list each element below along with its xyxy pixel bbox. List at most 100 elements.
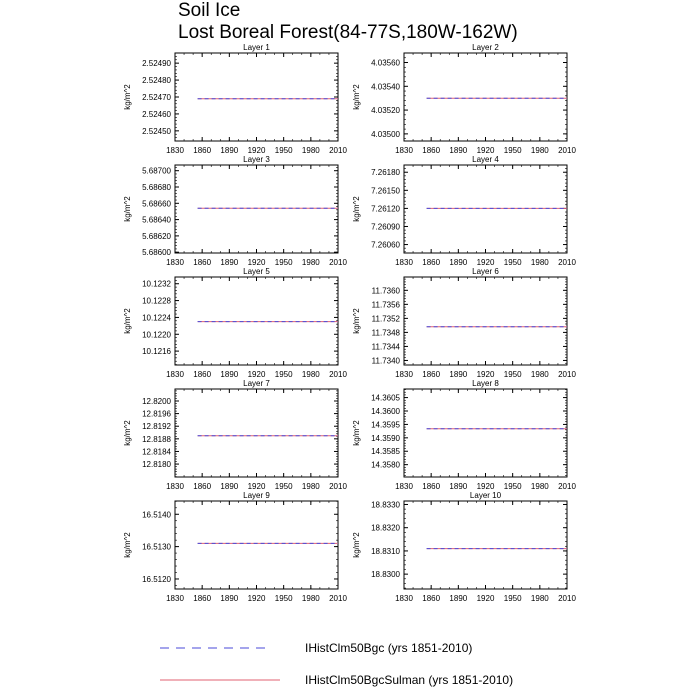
legend-label-2: IHistClm50BgcSulman (yrs 1851-2010) xyxy=(305,673,514,687)
y-tick-label: 14.3585 xyxy=(371,447,400,456)
legend-swatch-2 xyxy=(160,679,280,681)
x-tick-label: 2010 xyxy=(329,146,347,155)
y-axis-label: kg/m^2 xyxy=(352,420,361,446)
y-tick-label: 16.5130 xyxy=(142,543,171,552)
y-tick-label: 2.52450 xyxy=(142,127,171,136)
x-tick-label: 1980 xyxy=(302,594,320,603)
panel-title: Layer 1 xyxy=(243,43,270,52)
y-tick-label: 7.26150 xyxy=(371,186,400,195)
panel-title: Layer 10 xyxy=(470,491,502,500)
x-tick-label: 1890 xyxy=(220,146,238,155)
x-tick-label: 1890 xyxy=(449,482,467,491)
x-tick-label: 2010 xyxy=(329,482,347,491)
plot-frame xyxy=(174,164,339,254)
y-axis-label: kg/m^2 xyxy=(123,532,132,558)
y-tick-label: 7.26060 xyxy=(371,241,400,250)
y-axis-label: kg/m^2 xyxy=(123,308,132,334)
x-tick-label: 1830 xyxy=(166,146,184,155)
x-tick-label: 1950 xyxy=(275,146,293,155)
plot-frame xyxy=(403,276,568,366)
panel-layer-6: Layer 6 1830 1860 1890 1920 1950 1980 2010 11.73… xyxy=(352,267,576,379)
y-tick-label: 18.8330 xyxy=(371,500,400,509)
x-tick-label: 1830 xyxy=(395,594,413,603)
x-tick-label: 1860 xyxy=(193,594,211,603)
x-tick-label: 2010 xyxy=(558,482,576,491)
x-tick-label: 1950 xyxy=(504,258,522,267)
x-tick-label: 1890 xyxy=(449,594,467,603)
panel-title: Layer 2 xyxy=(472,43,499,52)
legend-swatch-1 xyxy=(160,647,270,649)
panel-title: Layer 9 xyxy=(243,491,270,500)
x-tick-label: 1890 xyxy=(220,258,238,267)
y-tick-label: 11.7360 xyxy=(372,286,401,295)
y-tick-label: 10.1232 xyxy=(142,280,171,289)
x-tick-label: 1830 xyxy=(395,482,413,491)
plot-frame xyxy=(174,52,339,142)
y-tick-label: 12.8188 xyxy=(142,435,171,444)
x-tick-label: 2010 xyxy=(329,258,347,267)
x-tick-label: 1830 xyxy=(395,258,413,267)
x-tick-label: 1980 xyxy=(531,370,549,379)
y-tick-label: 12.8184 xyxy=(142,447,171,456)
y-tick-label: 4.03500 xyxy=(371,130,400,139)
plot-frame xyxy=(174,388,339,478)
x-tick-label: 1830 xyxy=(395,370,413,379)
x-tick-label: 1950 xyxy=(275,482,293,491)
x-tick-label: 2010 xyxy=(558,146,576,155)
y-axis-label: kg/m^2 xyxy=(352,196,361,222)
plot-frame xyxy=(403,388,568,478)
x-tick-label: 1980 xyxy=(302,370,320,379)
x-tick-label: 1890 xyxy=(449,258,467,267)
x-tick-label: 1830 xyxy=(395,146,413,155)
y-tick-label: 2.52480 xyxy=(142,76,171,85)
y-tick-label: 4.03560 xyxy=(371,59,400,68)
x-tick-label: 1860 xyxy=(193,370,211,379)
x-tick-label: 1860 xyxy=(193,482,211,491)
x-tick-label: 2010 xyxy=(558,594,576,603)
x-tick-label: 1980 xyxy=(302,146,320,155)
y-tick-label: 14.3590 xyxy=(371,434,400,443)
x-tick-label: 1950 xyxy=(275,594,293,603)
y-axis-label: kg/m^2 xyxy=(352,532,361,558)
y-tick-label: 16.5120 xyxy=(142,575,171,584)
panel-title: Layer 3 xyxy=(243,155,270,164)
x-tick-label: 1890 xyxy=(449,370,467,379)
x-tick-label: 1860 xyxy=(422,370,440,379)
chart-title: Soil Ice xyxy=(178,0,241,21)
y-axis-label: kg/m^2 xyxy=(352,84,361,110)
x-tick-label: 2010 xyxy=(558,370,576,379)
x-tick-label: 1920 xyxy=(248,258,266,267)
y-tick-label: 7.26090 xyxy=(371,222,400,231)
y-tick-label: 2.52470 xyxy=(142,93,171,102)
x-tick-label: 1980 xyxy=(531,482,549,491)
panel-layer-7: Layer 7 1830 1860 1890 1920 1950 1980 2010 12.81… xyxy=(123,379,347,491)
y-tick-label: 18.8320 xyxy=(371,524,400,533)
x-tick-label: 1950 xyxy=(504,482,522,491)
y-tick-label: 11.7348 xyxy=(372,328,401,337)
x-tick-label: 1920 xyxy=(248,146,266,155)
panel-layer-3: Layer 3 1830 1860 1890 1920 1950 1980 2010 5.686… xyxy=(123,155,347,267)
x-tick-label: 1890 xyxy=(449,146,467,155)
x-tick-label: 1890 xyxy=(220,370,238,379)
panel-layer-9: Layer 9 1830 1860 1890 1920 1950 1980 2010 16.51… xyxy=(123,491,347,603)
y-tick-label: 10.1228 xyxy=(142,297,171,306)
y-tick-label: 10.1224 xyxy=(142,313,171,322)
y-tick-label: 12.8180 xyxy=(142,460,171,469)
x-tick-label: 1980 xyxy=(531,258,549,267)
x-tick-label: 1950 xyxy=(275,370,293,379)
x-tick-label: 1860 xyxy=(422,594,440,603)
x-tick-label: 1980 xyxy=(302,258,320,267)
y-tick-label: 12.8192 xyxy=(142,422,171,431)
y-tick-label: 2.52460 xyxy=(142,110,171,119)
x-tick-label: 2010 xyxy=(558,258,576,267)
x-tick-label: 1830 xyxy=(166,594,184,603)
chart-subtitle: Lost Boreal Forest(84-77S,180W-162W) xyxy=(178,22,518,43)
y-tick-label: 10.1220 xyxy=(142,330,171,339)
panel-title: Layer 8 xyxy=(472,379,499,388)
x-tick-label: 1920 xyxy=(477,146,495,155)
legend-label-1: IHistClm50Bgc (yrs 1851-2010) xyxy=(305,641,473,655)
y-tick-label: 12.8196 xyxy=(142,410,171,419)
x-tick-label: 1950 xyxy=(504,370,522,379)
y-tick-label: 11.7352 xyxy=(372,314,401,323)
